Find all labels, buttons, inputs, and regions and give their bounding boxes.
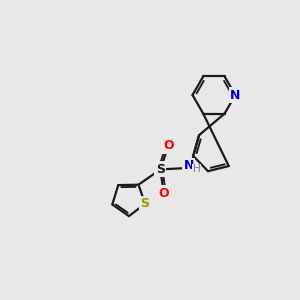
Text: H: H <box>193 164 201 174</box>
Text: S: S <box>141 197 150 210</box>
Text: N: N <box>230 88 241 101</box>
Text: N: N <box>184 159 194 172</box>
Text: O: O <box>163 139 174 152</box>
Text: O: O <box>159 187 169 200</box>
Text: S: S <box>156 163 165 176</box>
